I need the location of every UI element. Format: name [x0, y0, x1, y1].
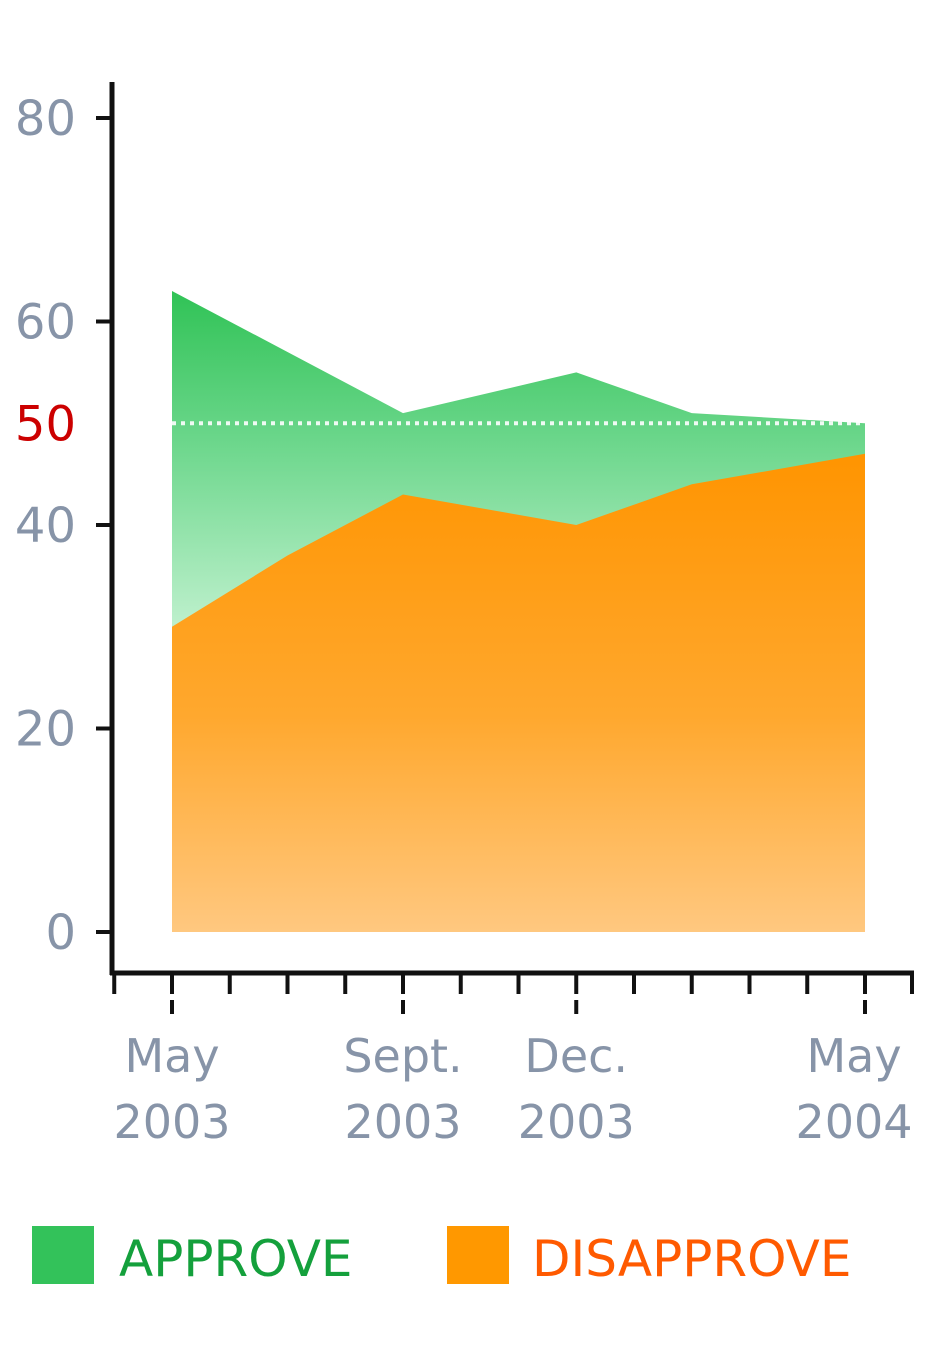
y-tick-label: 50	[15, 396, 76, 452]
y-tick-label: 60	[15, 295, 76, 351]
x-axis-labels: May 2003 Sept. 2003 Dec. 2003 May 2004	[113, 1029, 912, 1149]
legend-swatch-disapprove	[447, 1226, 509, 1284]
x-tick-label: Dec. 2003	[518, 1029, 635, 1149]
y-axis-ticks: 0 20 40 50 60 80	[15, 91, 112, 961]
x-tick-label: Sept. 2003	[343, 1029, 462, 1149]
x-tick-label: May 2004	[795, 1029, 912, 1149]
y-tick-label: 20	[15, 702, 76, 758]
x-tick-label: May 2003	[113, 1029, 230, 1149]
plot-areas	[172, 291, 865, 932]
legend-label-approve: APPROVE	[119, 1230, 353, 1288]
y-tick-label: 80	[15, 91, 76, 147]
legend-swatch-approve	[32, 1226, 94, 1284]
area-disapprove	[172, 453, 865, 932]
y-tick-label: 0	[45, 905, 76, 961]
legend-label-disapprove: DISAPPROVE	[532, 1230, 851, 1288]
x-axis-ticks	[112, 975, 914, 1014]
legend: APPROVE DISAPPROVE	[32, 1226, 851, 1288]
legend-item-approve: APPROVE	[32, 1226, 353, 1288]
legend-item-disapprove: DISAPPROVE	[447, 1226, 851, 1288]
y-tick-label: 40	[15, 498, 76, 554]
